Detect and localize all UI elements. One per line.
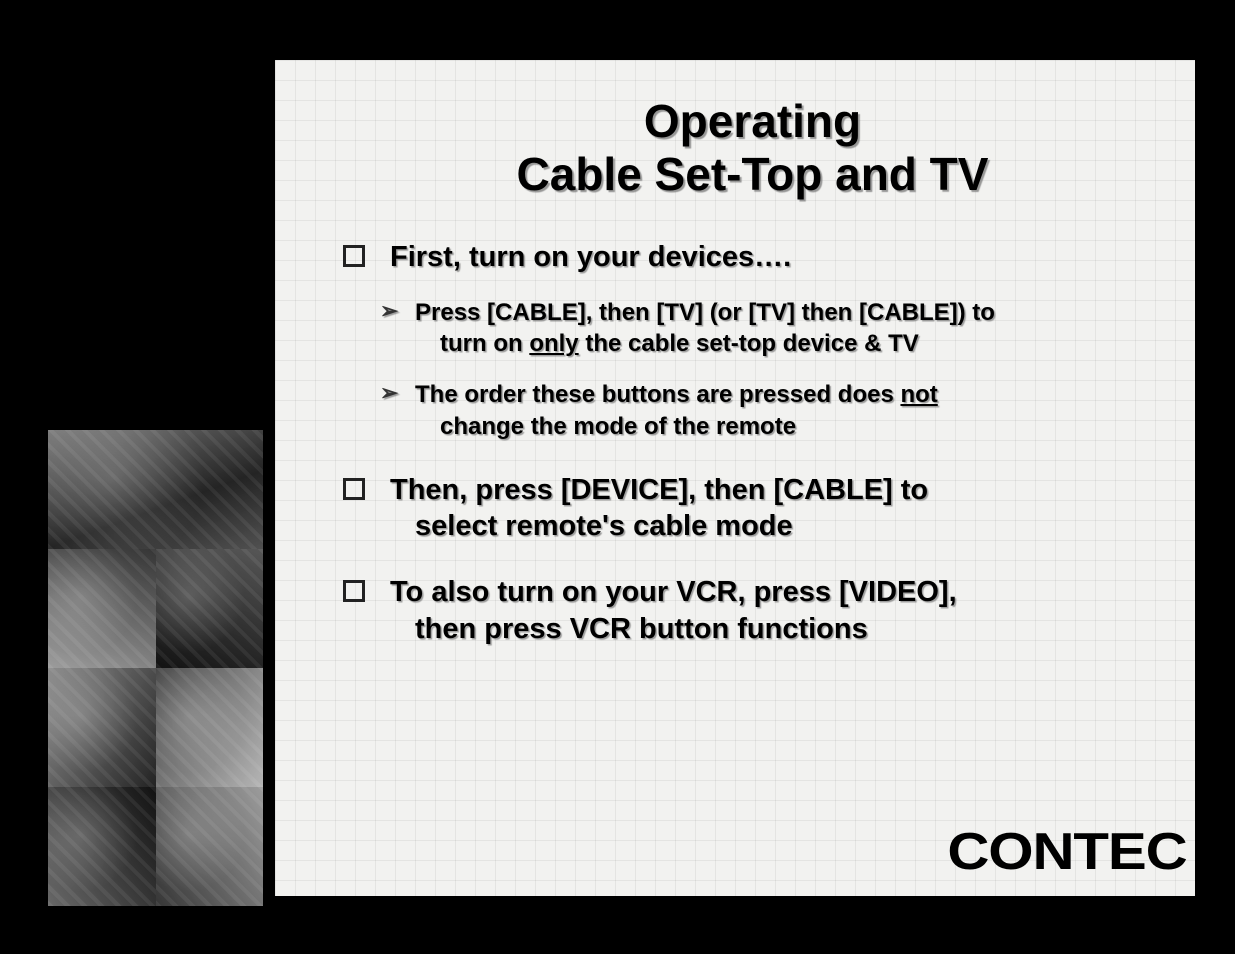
line2: select remote's cable mode bbox=[390, 508, 1170, 544]
t: turn on bbox=[440, 330, 529, 357]
contec-logo: CONTEC bbox=[948, 822, 1187, 882]
bullet-also-turn-on-vcr: To also turn on your VCR, press [VIDEO],… bbox=[335, 574, 1170, 647]
collage-photo-2 bbox=[48, 549, 156, 668]
title-line1: Operating bbox=[644, 95, 861, 147]
line1: To also turn on your VCR, press [VIDEO], bbox=[390, 576, 957, 608]
collage-photo-6 bbox=[48, 787, 156, 906]
slide: Operating Cable Set-Top and TV First, tu… bbox=[0, 0, 1235, 954]
sub-line2: turn on only the cable set-top device & … bbox=[415, 328, 1170, 359]
title-line2: Cable Set-Top and TV bbox=[517, 148, 989, 200]
sub-list-1: Press [CABLE], then [TV] (or [TV] then [… bbox=[335, 297, 1170, 442]
t: The order these buttons are pressed does bbox=[415, 381, 900, 408]
sub-line1: The order these buttons are pressed does… bbox=[415, 381, 938, 408]
collage-photo-3 bbox=[156, 549, 264, 668]
collage-photo-5 bbox=[156, 668, 264, 787]
sub-bullet-press-cable-tv: Press [CABLE], then [TV] (or [TV] then [… bbox=[375, 297, 1170, 359]
sub-line2: change the mode of the remote bbox=[415, 411, 1170, 442]
slide-title: Operating Cable Set-Top and TV bbox=[335, 95, 1170, 201]
t: the cable set-top device & TV bbox=[579, 330, 919, 357]
line1: Then, press [DEVICE], then [CABLE] to bbox=[390, 474, 928, 506]
bullet-then-press-device: Then, press [DEVICE], then [CABLE] to se… bbox=[335, 472, 1170, 545]
underline-only: only bbox=[529, 330, 578, 357]
sub-bullet-order-not-change: The order these buttons are pressed does… bbox=[375, 379, 1170, 441]
bullet-text: First, turn on your devices…. bbox=[390, 241, 791, 273]
sub-line1: Press [CABLE], then [TV] (or [TV] then [… bbox=[415, 299, 995, 326]
collage-photo-7 bbox=[156, 787, 264, 906]
line2: then press VCR button functions bbox=[390, 611, 1170, 647]
bullet-list: First, turn on your devices…. Press [CAB… bbox=[335, 239, 1170, 647]
photo-collage bbox=[48, 430, 263, 906]
collage-photo-1 bbox=[48, 430, 263, 549]
collage-photo-4 bbox=[48, 668, 156, 787]
bullet-first-turn-on: First, turn on your devices…. bbox=[335, 239, 1170, 275]
underline-not: not bbox=[900, 381, 937, 408]
content-area: Operating Cable Set-Top and TV First, tu… bbox=[275, 60, 1195, 896]
